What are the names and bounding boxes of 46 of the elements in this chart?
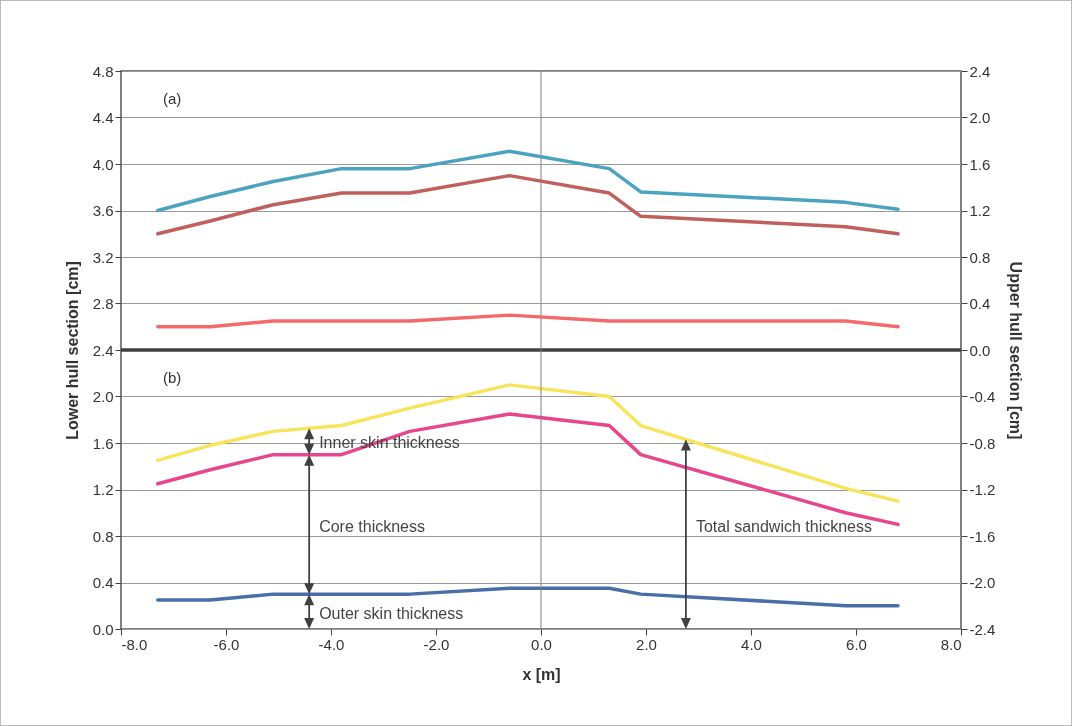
y2-tick-label: 1.6: [969, 155, 991, 173]
y2-tick-label: -1.6: [969, 527, 996, 545]
annotation: (b): [163, 368, 182, 386]
y-tick-label: 4.0: [92, 155, 114, 173]
y-axis-title: Lower hull section [cm]: [63, 261, 81, 440]
y2-tick-label: -2.4: [969, 620, 996, 638]
y2-axis-title: Upper hull section [cm]: [1007, 261, 1025, 440]
x-tick-label: 0.0: [531, 635, 552, 653]
y-tick-label: 4.8: [92, 62, 114, 80]
annotation: (a): [163, 89, 182, 107]
line-series: [156, 149, 900, 213]
annotation: Outer skin thickness: [319, 604, 464, 622]
y2-tick-label: 0.4: [969, 295, 991, 312]
y-tick-label: 2.4: [92, 341, 114, 359]
line-series: [156, 173, 900, 236]
y-tick-label: 3.6: [92, 202, 114, 219]
y2-tick-label: -2.0: [969, 574, 996, 591]
y-tick-label: 0.0: [92, 620, 114, 638]
y2-tick-label: 1.2: [969, 202, 991, 219]
x-tick-label: -4.0: [318, 635, 345, 653]
y2-tick-label: -1.2: [969, 481, 996, 498]
y-tick-label: 1.2: [92, 481, 114, 498]
y2-tick-label: -0.8: [969, 434, 996, 452]
x-tick-label: 6.0: [846, 635, 867, 653]
x-tick-label: 4.0: [741, 635, 762, 653]
x-tick-label: -8.0: [121, 635, 148, 653]
y2-tick-label: 0.0: [969, 341, 991, 359]
line-series: [156, 586, 900, 608]
y-tick-label: 4.4: [92, 109, 114, 126]
x-tick-label: -2.0: [423, 635, 450, 653]
x-tick-label: 2.0: [636, 635, 657, 653]
y2-tick-label: -0.4: [969, 388, 996, 405]
y-tick-label: 0.8: [92, 527, 114, 545]
annotation: Core thickness: [319, 517, 425, 535]
x-axis-title: x [m]: [522, 665, 561, 683]
y-tick-label: 0.4: [92, 574, 114, 591]
y2-tick-label: 0.8: [969, 248, 991, 266]
annotation: Total sandwich thickness: [695, 517, 872, 535]
x-tick-label: 8.0: [940, 635, 962, 653]
y-tick-label: 2.8: [92, 295, 114, 312]
y-tick-label: 3.2: [92, 248, 114, 266]
y-tick-label: 1.6: [92, 434, 114, 452]
y2-tick-label: 2.0: [969, 109, 991, 126]
y-tick-label: 2.0: [92, 388, 114, 405]
y2-tick-label: 2.4: [969, 62, 991, 80]
x-tick-label: -6.0: [213, 635, 240, 653]
